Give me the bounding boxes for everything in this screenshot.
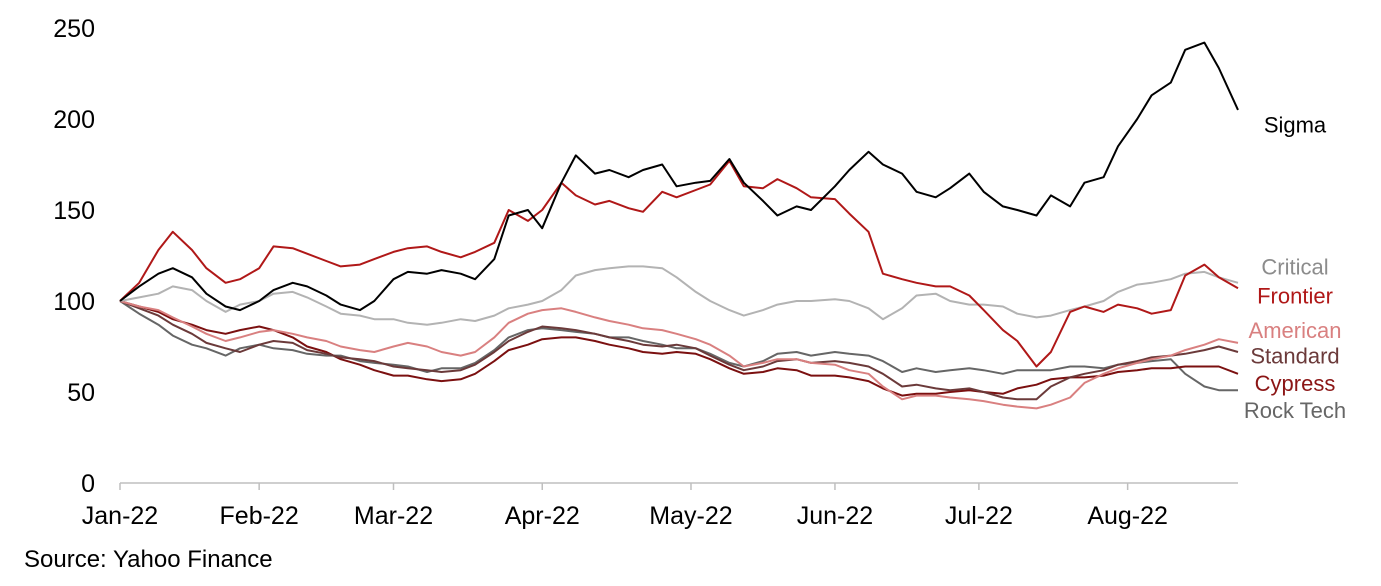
y-tick-label: 200 xyxy=(53,106,95,134)
x-tick-label: Jul-22 xyxy=(945,502,1013,530)
series-line-cypress xyxy=(119,300,1239,397)
series-line-critical xyxy=(119,265,1239,326)
series-label-cypress: Cypress xyxy=(1255,371,1336,396)
series-label-rock-tech: Rock Tech xyxy=(1244,398,1346,423)
y-tick-label: 250 xyxy=(53,15,95,43)
series-lines xyxy=(119,41,1239,410)
y-tick-label: 0 xyxy=(81,470,95,498)
y-tick-label: 50 xyxy=(67,379,95,407)
x-tick-label: Jun-22 xyxy=(797,502,873,530)
series-label-sigma: Sigma xyxy=(1264,112,1327,137)
x-tick-label: Aug-22 xyxy=(1087,502,1168,530)
y-tick-label: 100 xyxy=(53,288,95,316)
y-axis-ticks: 0 50 100 150 200 250 xyxy=(53,15,95,498)
x-tick-label: Feb-22 xyxy=(220,502,299,530)
series-line-frontier xyxy=(119,159,1239,368)
series-label-critical: Critical xyxy=(1261,254,1328,279)
series-line-american xyxy=(119,300,1239,410)
series-labels: Sigma Critical Frontier AmericanStandardCyp… xyxy=(1244,112,1346,423)
series-line-rock-tech xyxy=(119,300,1238,392)
x-tick-label: Apr-22 xyxy=(505,502,580,530)
x-tick-label: Mar-22 xyxy=(354,502,433,530)
x-axis-ticks: Jan-22 Feb-22 Mar-22 Apr-22 May-22 Jun-22 Jul-… xyxy=(82,483,1168,530)
series-line-standard xyxy=(119,300,1239,401)
series-label-standard: Standard xyxy=(1250,344,1339,369)
series-line-sigma xyxy=(119,41,1239,312)
series-label-american: American xyxy=(1249,318,1342,343)
series-label-frontier: Frontier xyxy=(1257,284,1333,309)
y-tick-label: 150 xyxy=(53,197,95,225)
source-note: Source: Yahoo Finance xyxy=(24,546,273,573)
x-tick-label: Jan-22 xyxy=(82,502,158,530)
x-tick-label: May-22 xyxy=(649,502,732,530)
